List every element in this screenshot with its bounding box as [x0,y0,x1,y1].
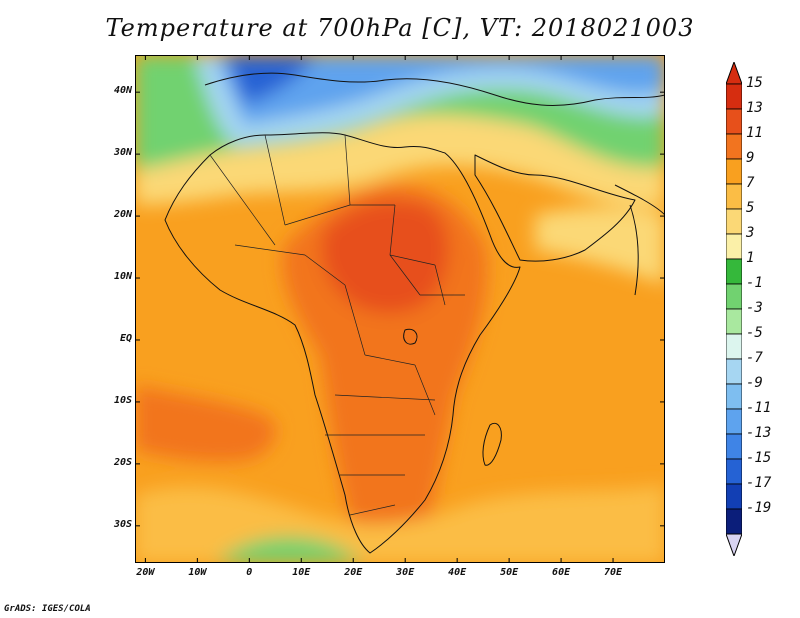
colorbar-swatch [725,508,743,535]
lon-tick-label: 20W [136,567,155,578]
lon-tick-label: 70E [604,567,623,578]
colorbar-label: 1 [746,250,755,266]
colorbar-label: -5 [746,325,763,341]
lon-tick-label: 0 [246,567,253,578]
temperature-map [135,55,665,563]
colorbar-swatch [725,408,743,435]
colorbar-label: 5 [746,200,755,216]
colorbar-label: -7 [746,350,763,366]
colorbar-swatch [725,258,743,285]
lat-tick-label: 20N [113,209,132,221]
colorbar-swatch [725,458,743,485]
colorbar-label: -1 [746,275,763,291]
colorbar-label: -9 [746,375,763,391]
coastline-arabia [474,154,636,262]
colorbar-swatch [725,83,743,110]
colorbar-label: 15 [746,75,763,91]
field-south-green [215,536,365,563]
coastline-europe [204,72,665,106]
colorbar-swatch [725,208,743,235]
credit-text: GrADS: IGES/COLA [4,604,91,614]
colorbar [725,60,743,558]
colorbar-label: -15 [746,450,772,466]
colorbar-label: 3 [746,225,755,241]
colorbar-label: -3 [746,300,763,316]
chart-title: Temperature at 700hPa [C], VT: 201802100… [105,14,695,42]
lon-tick-label: 60E [552,567,571,578]
colorbar-label: 11 [746,125,763,141]
lon-tick-label: 10W [188,567,207,578]
lon-tick-label: 10E [292,567,311,578]
lon-tick-label: 50E [500,567,519,578]
colorbar-swatch [725,333,743,360]
colorbar-top-arrow [725,60,743,85]
colorbar-swatch [725,108,743,135]
colorbar-bottom-arrow [725,533,743,558]
colorbar-swatch [725,358,743,385]
colorbar-label: 7 [746,175,755,191]
lat-tick-label: 10N [113,271,132,283]
colorbar-swatch [725,233,743,260]
colorbar-swatch [725,483,743,510]
colorbar-label: -11 [746,400,772,416]
coastline-lake-victoria [403,328,418,345]
field-hot-core [321,200,449,314]
lat-tick-label: 30S [113,518,132,530]
colorbar-swatch [725,433,743,460]
colorbar-swatch [725,183,743,210]
lat-tick-label: EQ [119,332,132,344]
border-lines [209,134,465,516]
colorbar-label: -19 [746,500,772,516]
coastline-india [614,184,665,296]
colorbar-swatch [725,308,743,335]
field-blue [215,55,665,125]
field-deep-blue [225,55,315,105]
coastline-madagascar [482,422,502,466]
colorbar-swatch [725,283,743,310]
lat-tick-label: 30N [113,147,132,159]
lon-tick-label: 20E [344,567,363,578]
colorbar-label: -17 [746,475,772,491]
lat-tick-label: 20S [113,456,132,468]
field-atlantic-warm [135,385,276,462]
colorbar-swatch [725,158,743,185]
lon-tick-label: 40E [448,567,467,578]
lon-tick-label: 30E [396,567,415,578]
colorbar-label: -13 [746,425,772,441]
coastline-africa [164,132,521,554]
lat-tick-label: 10S [113,394,132,406]
lat-tick-label: 40N [113,85,132,97]
colorbar-swatch [725,383,743,410]
field-arabia-yellow [535,207,665,285]
colorbar-swatch [725,133,743,160]
colorbar-label: 13 [746,100,763,116]
colorbar-label: 9 [746,150,755,166]
